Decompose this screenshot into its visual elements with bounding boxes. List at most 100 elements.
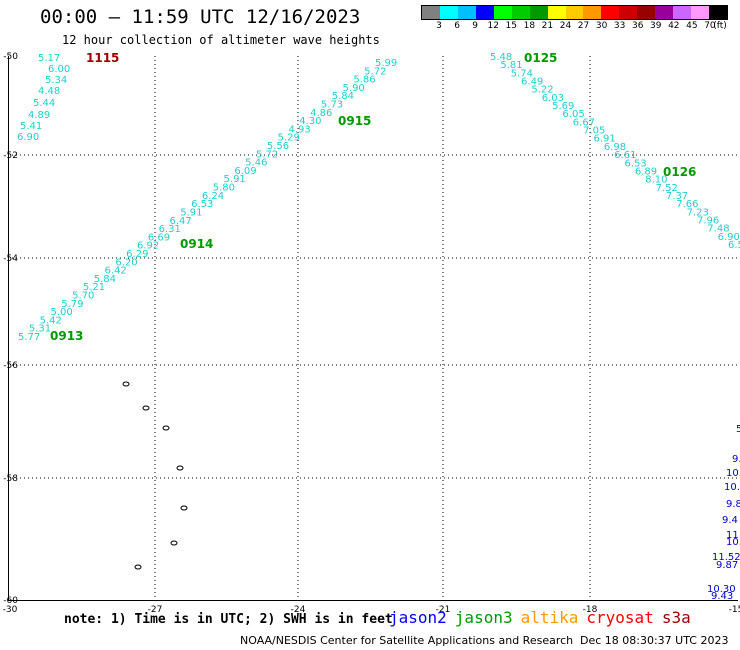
credit-line: NOAA/NESDIS Center for Satellite Applica… — [240, 634, 574, 647]
wave-height-value: 6.61 — [614, 150, 636, 161]
wave-height-value: 6.5 — [728, 240, 740, 251]
wave-height-value: 11.6 — [726, 530, 740, 541]
wave-height-value: 5.70 — [72, 290, 94, 301]
wave-height-value: 9.4 — [722, 515, 738, 526]
lat-tick-label: -60 — [3, 596, 18, 606]
pass-time-label: 0125 — [524, 51, 557, 65]
colorbar-label: 70 — [704, 21, 716, 31]
wave-height-value: 4.86 — [310, 108, 332, 119]
wave-height-value: 6.91 — [593, 134, 615, 145]
colorbar-swatch — [422, 6, 440, 19]
wave-height-colorbar — [421, 5, 728, 20]
colorbar-swatch — [439, 6, 458, 19]
wave-height-value: 9.8 — [726, 499, 740, 510]
wave-height-value: 7.37 — [666, 191, 688, 202]
wave-height-value: 5.22 — [531, 85, 553, 96]
wave-height-value: 5.31 — [29, 324, 51, 335]
wave-height-value: 4.30 — [299, 116, 321, 127]
colorbar-swatch — [529, 6, 548, 19]
wave-height-value: 5.77 — [18, 332, 40, 343]
wave-height-value: 6.90 — [17, 132, 39, 143]
colorbar-swatch — [565, 6, 584, 19]
wave-height-value: 7.48 — [707, 224, 729, 235]
colorbar-label: 18 — [523, 21, 536, 31]
wave-height-value: 6.53 — [191, 199, 213, 210]
wave-height-value: 5.79 — [61, 299, 83, 310]
island-outline — [162, 425, 170, 431]
colorbar-label: 33 — [613, 21, 626, 31]
satellite-legend: jason2 jason3 altika cryosat s3a — [389, 608, 699, 627]
legend-s3a: s3a — [661, 608, 691, 627]
colorbar-swatch — [493, 6, 512, 19]
colorbar-label: 15 — [505, 21, 518, 31]
colorbar-label: 21 — [541, 21, 554, 31]
pass-time-label: 0914 — [180, 237, 213, 251]
island-outline — [134, 564, 142, 570]
wave-height-value: 4.89 — [28, 110, 50, 121]
wave-height-value: 5.29 — [278, 133, 300, 144]
wave-height-value: 5.99 — [375, 58, 397, 69]
wave-height-value: 10. — [726, 468, 740, 479]
colorbar-label: 27 — [577, 21, 590, 31]
wave-height-value: 5.72 — [364, 66, 386, 77]
wave-height-value: 5.21 — [83, 282, 105, 293]
wave-height-value: 6.67 — [573, 117, 595, 128]
wave-height-value: 10. — [724, 482, 740, 493]
colorbar-label: 39 — [650, 21, 662, 31]
island-outline — [170, 540, 178, 546]
wave-height-value: 10.0 — [726, 537, 740, 548]
lat-tick-label: -54 — [3, 254, 18, 264]
colorbar-swatch — [691, 6, 709, 19]
colorbar-swatch — [511, 6, 530, 19]
wave-height-value: 4.48 — [38, 86, 60, 97]
colorbar-swatch — [583, 6, 602, 19]
map-subtitle: 12 hour collection of altimeter wave hei… — [62, 33, 380, 47]
colorbar-label: 36 — [631, 21, 644, 31]
wave-height-value: 5.34 — [45, 75, 67, 86]
legend-jason3: jason3 — [454, 608, 513, 627]
wave-height-value: 5.00 — [50, 307, 72, 318]
legend-jason2: jason2 — [389, 608, 447, 627]
wave-height-value: 4.93 — [288, 124, 310, 135]
wave-height-value: 5.41 — [20, 121, 42, 132]
lat-tick-label: -56 — [3, 361, 18, 371]
island-outline — [122, 381, 130, 387]
map-title: 00:00 — 11:59 UTC 12/16/2023 — [40, 6, 361, 28]
colorbar-labels: 3 6 9 12 15 18 21 24 27 30 33 36 39 42 45 70 (ft) — [421, 21, 728, 33]
wave-height-value: 5.81 — [500, 60, 522, 71]
wave-height-value: 8.10 — [645, 175, 667, 186]
colorbar-label: 12 — [487, 21, 499, 31]
wave-height-value: 5.73 — [321, 100, 343, 111]
wave-height-value: 7.05 — [583, 126, 605, 137]
wave-height-value: 7.23 — [687, 207, 709, 218]
lat-tick-label: -52 — [3, 151, 18, 161]
colorbar-swatch — [547, 6, 566, 19]
wave-height-value: 5.90 — [343, 83, 365, 94]
colorbar-label: 9 — [472, 21, 479, 31]
wave-height-value: 6.03 — [542, 93, 564, 104]
wave-height-value: 11.52 — [712, 552, 740, 563]
wave-height-value: 6.89 — [635, 166, 657, 177]
colorbar-swatch — [637, 6, 656, 19]
wave-height-value: 6.05 — [562, 109, 584, 120]
wave-height-value: 5.42 — [40, 315, 62, 326]
pass-time-label: 0915 — [338, 114, 371, 128]
lon-tick-label: -21 — [436, 605, 451, 615]
wave-height-value: 6.29 — [126, 249, 148, 260]
lon-tick-label: -18 — [583, 605, 598, 615]
wave-height-value: 6.92 — [137, 241, 159, 252]
wave-height-value: 6.90 — [718, 232, 740, 243]
colorbar-label: (ft) — [713, 21, 727, 31]
wave-height-value: 5.48 — [490, 52, 512, 63]
wave-height-value: 5 — [736, 424, 740, 435]
lon-tick-label: -15 — [729, 605, 740, 615]
map-note: note: 1) Time is in UTC; 2) SWH is in fe… — [64, 612, 393, 627]
colorbar-swatch — [655, 6, 674, 19]
wave-height-value: 9.43 — [711, 591, 733, 602]
lat-tick-label: -50 — [3, 52, 18, 62]
colorbar-swatch — [673, 6, 692, 19]
wave-height-value: 5.84 — [94, 274, 116, 285]
wave-height-value: 6.98 — [604, 142, 626, 153]
wave-height-value: 5.91 — [180, 207, 202, 218]
